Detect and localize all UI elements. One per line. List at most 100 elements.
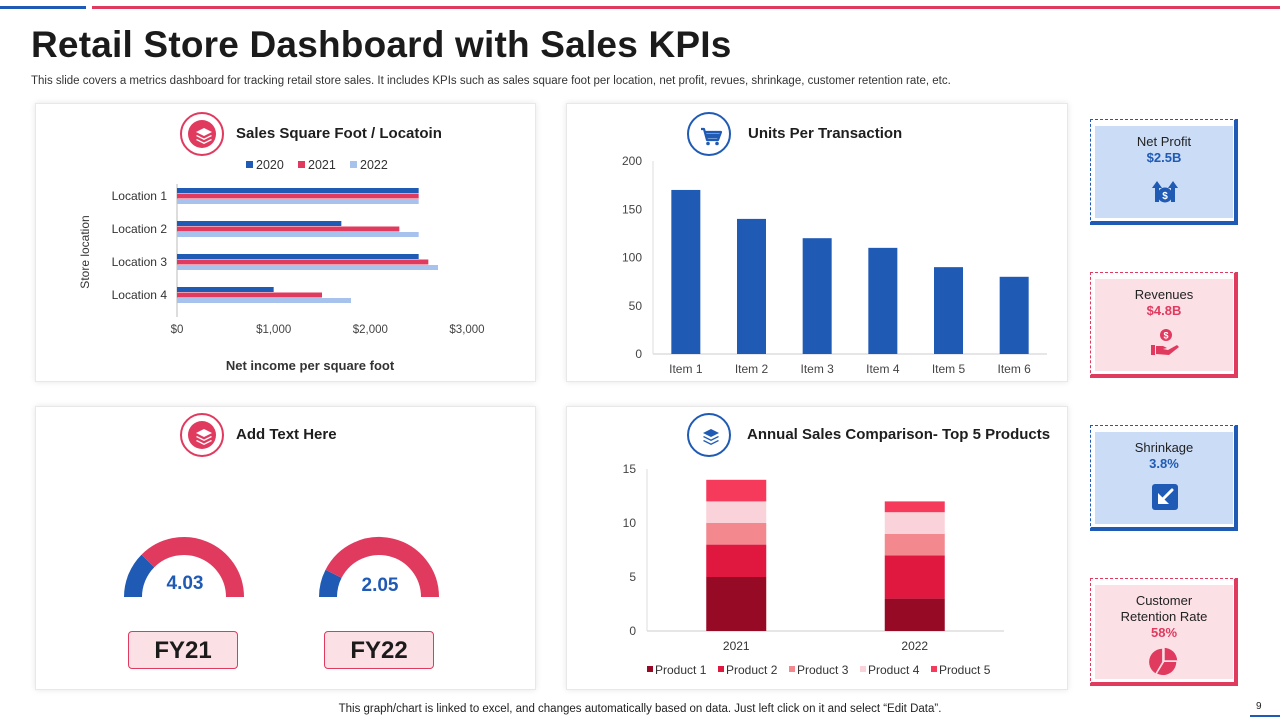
- footer-note: This graph/chart is linked to excel, and…: [338, 703, 942, 715]
- gauge-arc-blue: [124, 554, 155, 598]
- fy22-label: FY22: [324, 631, 434, 669]
- bar: [177, 199, 419, 204]
- y-tick-label: 10: [623, 516, 637, 530]
- hand-coin-icon: $: [1151, 329, 1179, 355]
- legend-swatch: [246, 161, 253, 168]
- kpi-card-shrinkage: Shrinkage 3.8%: [1090, 425, 1238, 531]
- annual-panel: Annual Sales Comparison- Top 5 Products …: [566, 406, 1068, 690]
- x-axis-title: Net income per square foot: [226, 358, 395, 373]
- pie-chart-icon: [1149, 647, 1178, 676]
- top-accent-bar-blue: [0, 6, 86, 9]
- bar-segment: [706, 544, 767, 577]
- bar: [177, 259, 429, 265]
- x-tick-label: 2021: [723, 639, 750, 653]
- layers-icon: [687, 413, 731, 457]
- kpi-card-net-profit: Net Profit $2.5B $: [1090, 119, 1238, 225]
- kpi-card-revenues: Revenues $4.8B $: [1090, 272, 1238, 378]
- fy21-label: FY21: [128, 631, 238, 669]
- gauge-fy22-value: 2.05: [361, 575, 399, 596]
- legend-swatch: [718, 666, 724, 672]
- gauge-arc-red: [325, 537, 439, 598]
- page-title: Retail Store Dashboard with Sales KPIs: [31, 24, 732, 65]
- shopping-cart-icon: [687, 112, 731, 156]
- gauges-chart: [124, 537, 439, 598]
- bar: [177, 287, 274, 292]
- kpi-label: Customer Retention Rate: [1120, 593, 1208, 624]
- legend-swatch: [860, 666, 866, 672]
- category-label: Location 1: [112, 189, 168, 203]
- bar: [177, 298, 351, 303]
- layers-icon: [180, 112, 224, 156]
- bar-segment: [884, 501, 945, 513]
- units-panel: Units Per Transaction 0 50 100 150 200 Item 1…: [566, 103, 1068, 382]
- bar: [999, 276, 1029, 354]
- kpi-label: Revenues: [1134, 287, 1194, 302]
- sales-sqft-title: Sales Square Foot / Locatoin: [236, 125, 442, 142]
- bar: [177, 232, 419, 237]
- category-label: Location 2: [112, 222, 168, 236]
- page-subtitle: This slide covers a metrics dashboard fo…: [31, 75, 951, 87]
- x-tick-label: Item 3: [800, 362, 834, 376]
- x-tick-label: Item 2: [735, 362, 769, 376]
- x-tick-label: Item 1: [669, 362, 703, 376]
- y-tick-label: 0: [635, 347, 642, 361]
- page-number: 9: [1256, 701, 1262, 712]
- bar: [802, 238, 832, 354]
- gauge-arc-red: [141, 537, 244, 598]
- legend-swatch: [350, 161, 357, 168]
- arrow-down-left-icon: [1152, 484, 1178, 510]
- annual-chart: 0 5 10 15 2021 2022 Product 1 Product 2 Product …: [623, 462, 1004, 677]
- y-tick-label: 150: [622, 202, 642, 216]
- bar: [868, 247, 898, 354]
- legend-swatch: [789, 666, 795, 672]
- top-accent-bar-red: [92, 6, 1280, 9]
- x-tick-label: 2022: [901, 639, 928, 653]
- bar: [934, 267, 963, 354]
- bar: [737, 218, 766, 354]
- y-tick-label: 5: [629, 570, 636, 584]
- bar: [177, 221, 342, 226]
- x-tick-label: $3,000: [449, 324, 484, 336]
- bar-segment: [706, 523, 767, 545]
- kpi-card-retention: Customer Retention Rate 58%: [1090, 578, 1238, 686]
- x-tick-label: Item 6: [997, 362, 1031, 376]
- x-tick-label: Item 5: [932, 362, 966, 376]
- bar: [177, 226, 400, 232]
- sales-sqft-panel: Sales Square Foot / Locatoin 2020 2021 202…: [35, 103, 536, 382]
- gauge-arc-blue: [319, 569, 342, 598]
- kpi-label: Shrinkage: [1134, 440, 1194, 455]
- kpi-value: $4.8B: [1146, 303, 1182, 318]
- bar: [177, 193, 419, 199]
- kpi-value: 58%: [1150, 625, 1178, 640]
- kpi-label: Net Profit: [1136, 134, 1192, 149]
- category-label: Location 3: [112, 255, 168, 269]
- legend-swatch: [298, 161, 305, 168]
- bar: [671, 189, 701, 354]
- kpi-value: $2.5B: [1146, 150, 1182, 165]
- x-tick-label: $2,000: [353, 324, 388, 336]
- category-label: Location 4: [112, 288, 168, 302]
- gauge-panel: Add Text Here 4.03 2.05 FY21 FY22: [35, 406, 536, 690]
- svg-text:$: $: [1163, 331, 1168, 341]
- bar-segment: [884, 555, 945, 599]
- legend-label: Product 2: [726, 663, 778, 677]
- bar-segment: [706, 501, 767, 523]
- units-chart: 0 50 100 150 200 Item 1 Item 2 Item 3 Item 4 Item…: [622, 154, 1047, 376]
- money-bag-up-arrows-icon: $: [1152, 181, 1178, 203]
- bar: [177, 188, 419, 193]
- legend-label: 2021: [308, 158, 336, 172]
- layers-icon: [180, 413, 224, 457]
- x-tick-label: Item 4: [866, 362, 900, 376]
- y-tick-label: 50: [629, 299, 643, 313]
- bar-segment: [706, 577, 767, 631]
- y-tick-label: 0: [629, 624, 636, 638]
- bar-segment: [884, 512, 945, 534]
- legend-label: Product 4: [868, 663, 920, 677]
- x-tick-label: $0: [171, 324, 184, 336]
- y-tick-label: 200: [622, 154, 642, 168]
- units-title: Units Per Transaction: [748, 125, 903, 142]
- svg-text:$: $: [1162, 191, 1168, 202]
- bar-segment: [706, 479, 767, 502]
- annual-title: Annual Sales Comparison- Top 5 Products: [747, 426, 1051, 443]
- legend-label: Product 1: [655, 663, 707, 677]
